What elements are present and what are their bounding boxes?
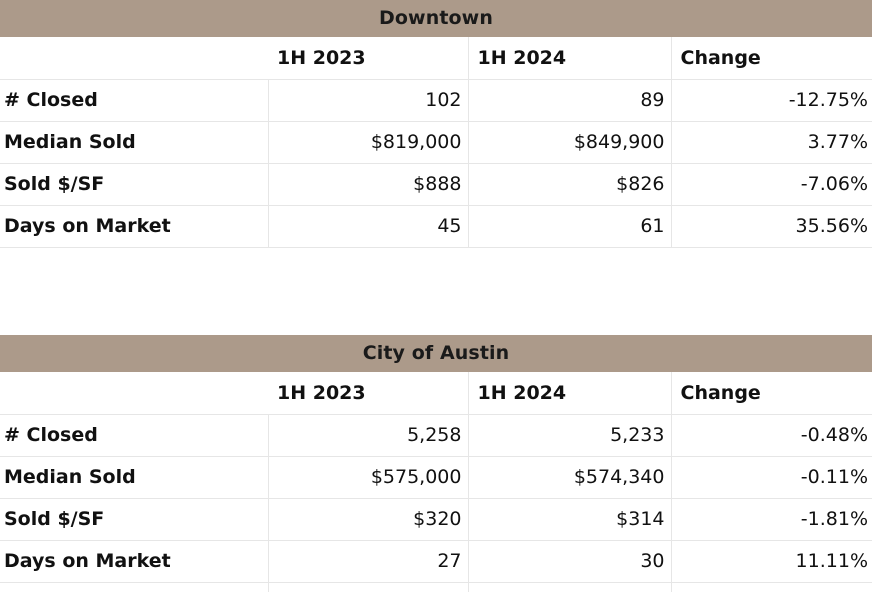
row-label: Days on Market [0,205,269,248]
column-header-current[interactable]: 1H 2024 [468,372,672,415]
table-row: Days on Market 45 61 35.56% [0,205,872,248]
cell-current: 61 [468,205,672,248]
cell-prior: $888 [268,163,469,206]
cell-prior: 102 [268,79,469,122]
cell-prior [268,582,469,592]
market-table-city-of-austin: City of Austin 1H 2023 1H 2024 Change # … [0,335,872,592]
cell-prior: $320 [268,498,469,541]
cell-prior: $819,000 [268,121,469,164]
cell-current: $849,900 [468,121,672,164]
table-header-row: 1H 2023 1H 2024 Change [0,372,872,415]
table-header-row: 1H 2023 1H 2024 Change [0,37,872,80]
table-title-downtown: Downtown [0,0,872,37]
market-table-downtown: Downtown 1H 2023 1H 2024 Change # Closed… [0,0,872,248]
header-corner-cell [0,372,268,415]
cell-change: 11.11% [671,540,872,583]
cell-current: $314 [468,498,672,541]
table-row: # Closed 5,258 5,233 -0.48% [0,414,872,457]
table-row: Sold $/SF $320 $314 -1.81% [0,498,872,541]
table-row: Median Sold $575,000 $574,340 -0.11% [0,456,872,499]
table-row: # Closed 102 89 -12.75% [0,79,872,122]
cell-current [468,582,672,592]
row-label: Median Sold [0,121,269,164]
cell-change: 35.56% [671,205,872,248]
cell-prior: 5,258 [268,414,469,457]
row-label: Median Sold [0,456,269,499]
stats-grid-city-of-austin: 1H 2023 1H 2024 Change # Closed 5,258 5,… [0,372,872,592]
cell-change [671,582,872,592]
cell-prior: 27 [268,540,469,583]
table-row: Median Sold $819,000 $849,900 3.77% [0,121,872,164]
row-label: # Closed [0,414,269,457]
cell-current: 5,233 [468,414,672,457]
column-header-prior[interactable]: 1H 2023 [268,37,469,80]
cell-change: -0.11% [671,456,872,499]
cell-current: $826 [468,163,672,206]
cell-current: $574,340 [468,456,672,499]
cell-current: 30 [468,540,672,583]
column-header-change[interactable]: Change [671,372,872,415]
row-label: Sold $/SF [0,163,269,206]
row-label: Days on Market [0,540,269,583]
cell-prior: $575,000 [268,456,469,499]
cell-current: 89 [468,79,672,122]
column-header-prior[interactable]: 1H 2023 [268,372,469,415]
table-row: Days on Market 27 30 11.11% [0,540,872,583]
cell-change: -1.81% [671,498,872,541]
row-label: # Closed [0,79,269,122]
cell-change: -12.75% [671,79,872,122]
table-row: Sold $/SF $888 $826 -7.06% [0,163,872,206]
row-label: Sold $/SF [0,498,269,541]
header-corner-cell [0,37,268,80]
row-label [0,582,269,592]
cell-change: 3.77% [671,121,872,164]
cell-change: -0.48% [671,414,872,457]
stats-grid-downtown: 1H 2023 1H 2024 Change # Closed 102 89 -… [0,37,872,248]
table-title-city-of-austin: City of Austin [0,335,872,372]
cell-change: -7.06% [671,163,872,206]
table-row-partial [0,582,872,592]
column-header-change[interactable]: Change [671,37,872,80]
cell-prior: 45 [268,205,469,248]
column-header-current[interactable]: 1H 2024 [468,37,672,80]
